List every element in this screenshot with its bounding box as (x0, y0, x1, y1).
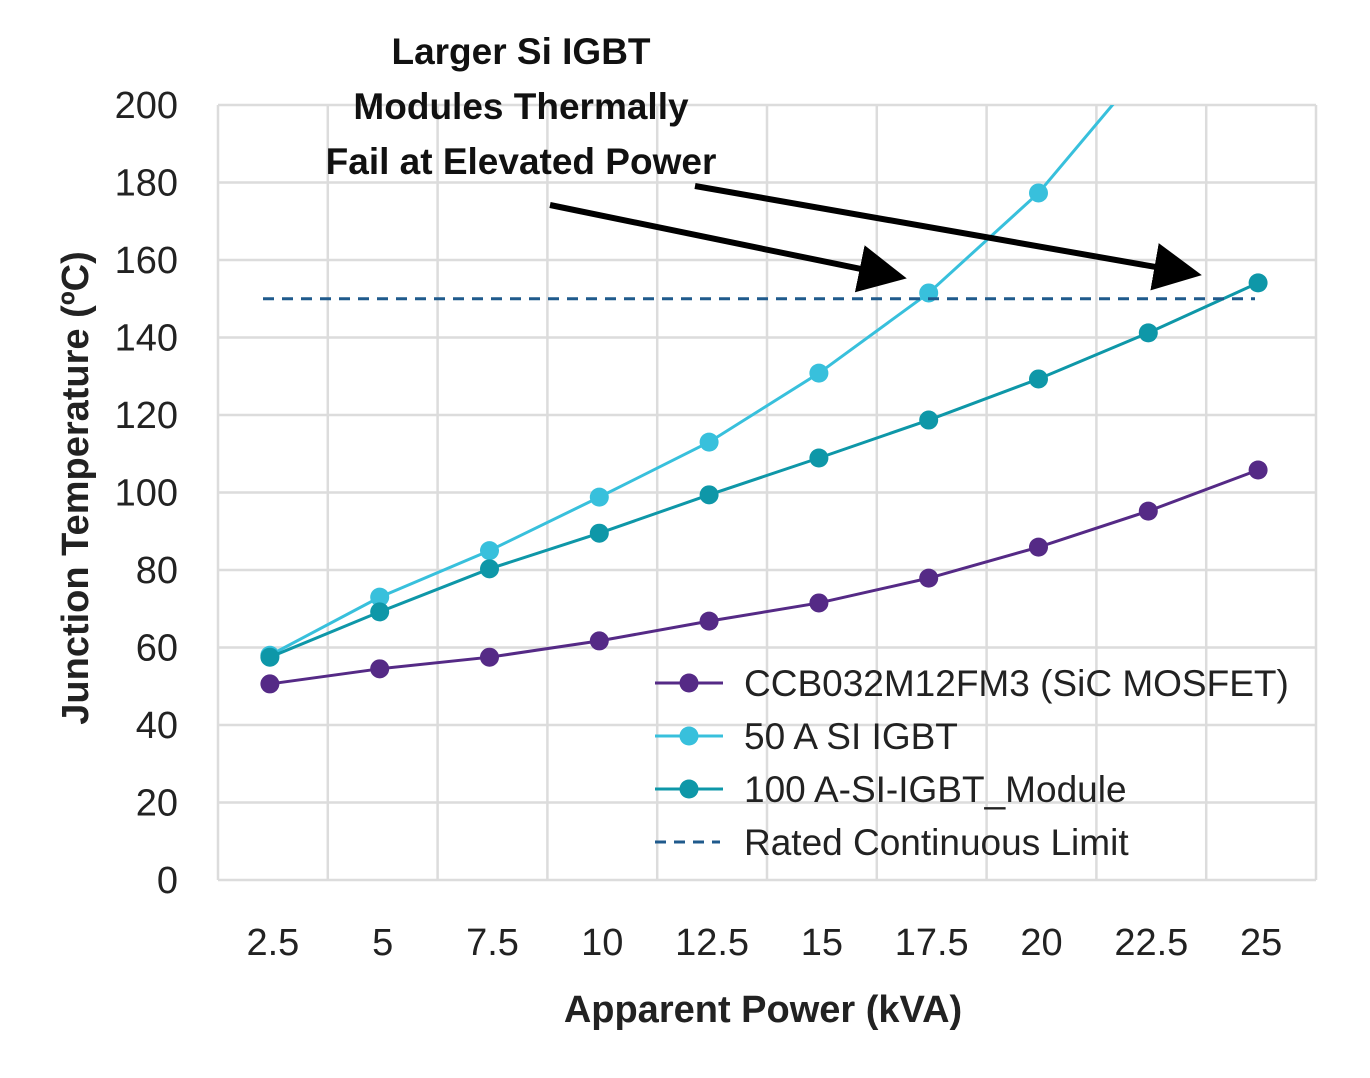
legend-marker (679, 726, 699, 746)
x-tick-label: 22.5 (1114, 922, 1188, 964)
y-tick-label: 140 (115, 318, 178, 360)
data-point (260, 674, 280, 694)
x-axis-label: Apparent Power (kVA) (564, 989, 962, 1031)
data-point (589, 487, 609, 507)
data-point (480, 541, 499, 561)
data-point (1248, 273, 1268, 293)
annotation-arrow-2 (694, 183, 1202, 291)
data-point (260, 647, 280, 667)
data-point (809, 363, 829, 383)
data-point (699, 485, 719, 505)
data-point (1029, 183, 1048, 203)
legend-item: 50 A SI IGBT (655, 716, 958, 757)
data-point (699, 611, 719, 631)
legend-item: Rated Continuous Limit (655, 822, 1129, 863)
legend-label: CCB032M12FM3 (SiC MOSFET) (744, 663, 1289, 704)
series-line (269, 281, 1259, 659)
data-point (1139, 53, 1158, 72)
data-point (1248, 460, 1268, 480)
y-tick-label: 20 (136, 783, 178, 825)
data-point (1138, 323, 1158, 343)
y-tick-label: 180 (115, 163, 178, 205)
x-tick-label: 5 (372, 922, 393, 964)
data-point (480, 559, 499, 579)
y-axis-label: Junction Temperature (ºC) (55, 251, 97, 724)
data-point (919, 410, 939, 430)
x-tick-label: 15 (801, 922, 843, 964)
y-tick-label: 80 (136, 550, 178, 592)
annotation-line-1: Larger Si IGBT (391, 31, 650, 72)
data-point (480, 647, 499, 667)
legend-label: Rated Continuous Limit (744, 822, 1129, 863)
x-tick-label: 25 (1240, 922, 1282, 964)
series (260, 53, 1268, 694)
legend-label: 50 A SI IGBT (744, 716, 958, 757)
y-ticks: 0 20 40 60 80 100 120 140 160 180 200 (115, 85, 178, 902)
y-tick-label: 120 (115, 395, 178, 437)
data-point (370, 587, 390, 607)
y-tick-label: 40 (136, 705, 178, 747)
y-tick-label: 100 (115, 473, 178, 515)
y-tick-label: 200 (115, 85, 178, 127)
legend-item: 100 A-SI-IGBT_Module (655, 769, 1127, 810)
data-point (370, 602, 390, 622)
data-point (1138, 501, 1158, 521)
data-point (699, 432, 719, 452)
y-tick-label: 0 (157, 860, 178, 902)
data-point (919, 568, 939, 588)
data-point (589, 523, 609, 543)
legend-item: CCB032M12FM3 (SiC MOSFET) (655, 663, 1289, 704)
data-point (370, 659, 390, 679)
data-point (809, 448, 829, 468)
data-point (589, 631, 609, 651)
data-point (809, 593, 829, 613)
y-tick-label: 160 (115, 240, 178, 282)
x-tick-label: 10 (581, 922, 623, 964)
data-point (1029, 369, 1048, 389)
legend: CCB032M12FM3 (SiC MOSFET) 50 A SI IGBT 100… (655, 663, 1289, 863)
annotation: Larger Si IGBT Modules Thermally Fail at… (326, 31, 1202, 293)
legend-label: 100 A-SI-IGBT_Module (744, 769, 1127, 810)
x-tick-label: 7.5 (466, 922, 519, 964)
annotation-arrow-1 (549, 202, 907, 293)
x-tick-label: 20 (1020, 922, 1062, 964)
x-tick-label: 17.5 (895, 922, 969, 964)
y-tick-label: 60 (136, 628, 178, 670)
annotation-line-2: Modules Thermally (353, 86, 689, 127)
annotation-line-3: Fail at Elevated Power (326, 141, 717, 182)
grid (216, 103, 1318, 882)
data-point (1029, 537, 1048, 557)
x-tick-label: 2.5 (246, 922, 299, 964)
x-tick-label: 12.5 (675, 922, 749, 964)
legend-marker (679, 673, 699, 693)
series-line (269, 468, 1259, 686)
legend-marker (679, 779, 699, 799)
x-ticks: 2.5 5 7.5 10 12.5 15 17.5 20 22.5 25 (246, 922, 1282, 964)
